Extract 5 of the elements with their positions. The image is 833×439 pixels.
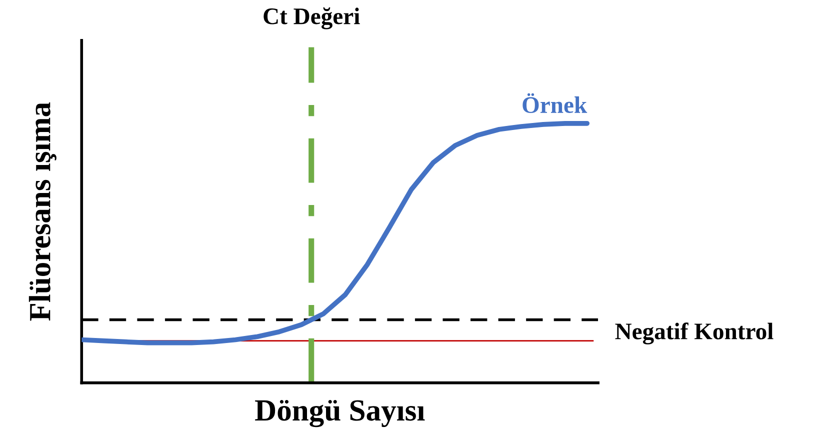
series-label: Örnek <box>522 93 588 114</box>
y-axis-title: Flüoresans ışıma <box>28 102 56 321</box>
ref-line-label: Negatif Kontrol <box>615 322 774 344</box>
x-axis-title: Döngü Sayısı <box>255 400 425 428</box>
text: Ct Değeri <box>264 7 360 30</box>
